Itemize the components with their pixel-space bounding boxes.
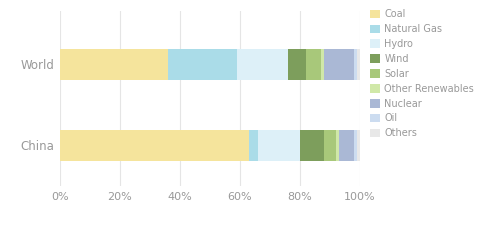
Bar	[357, 49, 360, 80]
Bar	[354, 130, 357, 161]
Bar	[306, 49, 321, 80]
Bar	[300, 130, 324, 161]
Bar	[324, 130, 336, 161]
Bar	[288, 49, 306, 80]
Bar	[60, 49, 168, 80]
Bar	[168, 49, 237, 80]
Bar	[237, 49, 288, 80]
Bar	[324, 49, 354, 80]
Bar	[60, 130, 249, 161]
Bar	[357, 130, 360, 161]
Legend: Coal, Natural Gas, Hydro, Wind, Solar, Other Renewables, Nuclear, Oil, Others: Coal, Natural Gas, Hydro, Wind, Solar, O…	[368, 7, 476, 140]
Bar	[321, 49, 324, 80]
Bar	[249, 130, 258, 161]
Bar	[336, 130, 339, 161]
Bar	[258, 130, 300, 161]
Bar	[339, 130, 354, 161]
Bar	[354, 49, 357, 80]
